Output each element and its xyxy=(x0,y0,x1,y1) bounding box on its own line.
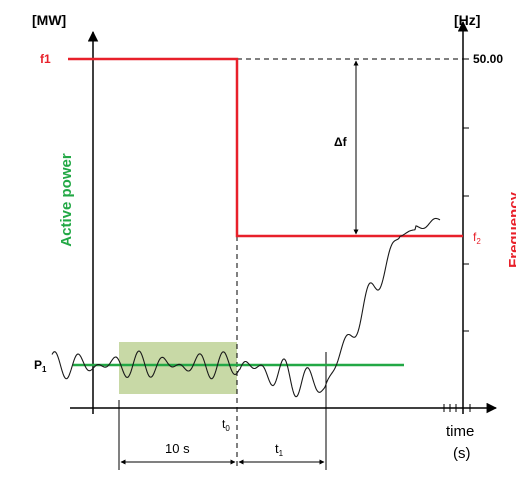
t0-label: t0 xyxy=(222,417,230,433)
frequency-value-label: 50.00 xyxy=(473,52,503,66)
p1-label: P1 xyxy=(34,358,47,374)
right-axis-unit: [Hz] xyxy=(454,12,480,28)
f2-label: f2 xyxy=(473,230,481,246)
ten-s-label: 10 s xyxy=(165,441,190,456)
frequency-step-line xyxy=(68,57,463,238)
delta-f-label: Δf xyxy=(334,135,348,149)
t1-label: t1 xyxy=(275,441,284,458)
measurement-window xyxy=(119,342,237,394)
left-axis-unit: [MW] xyxy=(32,12,66,28)
time-axis-unit: (s) xyxy=(453,445,471,462)
right-axis-ticks xyxy=(463,58,469,332)
time-axis-ticks xyxy=(443,404,471,412)
time-axis-label: time xyxy=(446,423,474,440)
active-power-signal xyxy=(51,217,441,398)
right-axis-title: Frequency xyxy=(506,191,516,268)
f1-label: f1 xyxy=(40,52,51,66)
left-axis-title: Active power xyxy=(58,153,75,247)
